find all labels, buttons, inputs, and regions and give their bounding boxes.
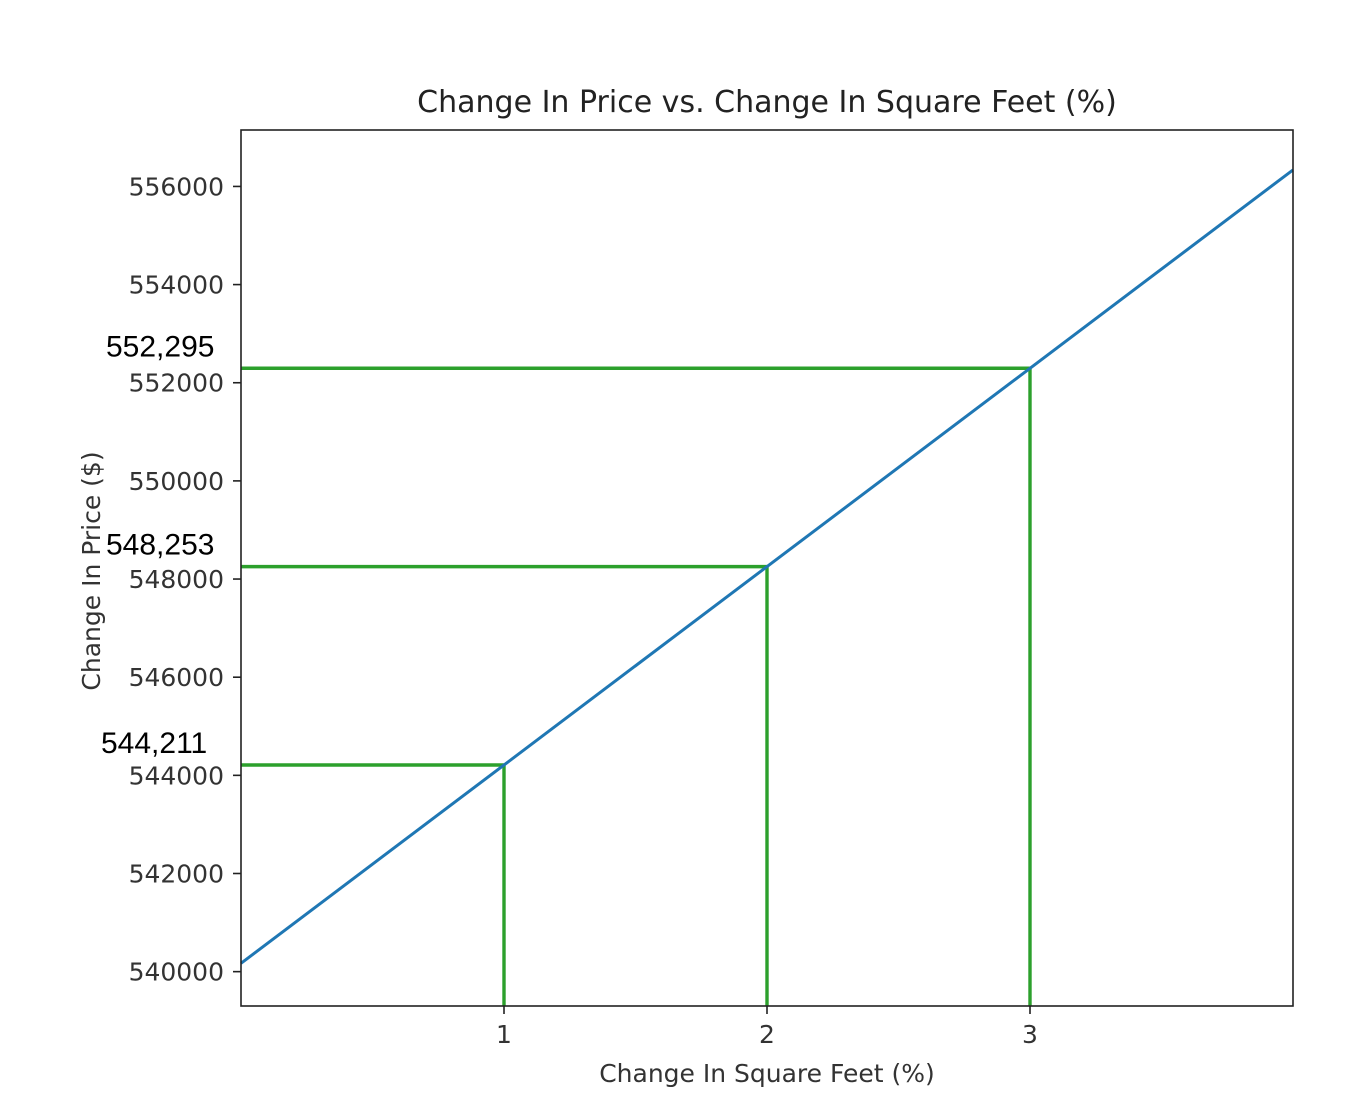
y-tick-label: 556000	[129, 172, 224, 201]
y-tick-label: 554000	[129, 271, 224, 300]
x-tick-label: 1	[496, 1020, 512, 1049]
y-tick-label: 542000	[129, 859, 224, 888]
y-tick-label: 544000	[129, 761, 224, 790]
value-annotation: 548,253	[106, 529, 214, 562]
y-tick-label: 540000	[129, 958, 224, 987]
plot-area	[240, 168, 1294, 1006]
x-axis-label: Change In Square Feet (%)	[599, 1059, 935, 1088]
x-tick-label: 3	[1022, 1020, 1038, 1049]
value-annotation: 552,295	[106, 330, 214, 363]
annotations: 552,295 548,253 544,211	[101, 330, 214, 760]
y-tick-label: 552000	[129, 369, 224, 398]
chart-title: Change In Price vs. Change In Square Fee…	[417, 85, 1117, 120]
y-tick-label: 550000	[129, 467, 224, 496]
y-axis-label: Change In Price ($)	[77, 451, 106, 690]
x-tick-label: 2	[759, 1020, 775, 1049]
y-tick-label: 548000	[129, 565, 224, 594]
series-line	[240, 168, 1294, 965]
value-annotation: 544,211	[101, 727, 207, 760]
y-tick-label: 546000	[129, 663, 224, 692]
axis-ticks: 1 2 3 540000 542000 544000 546000 548000 550000 5…	[129, 172, 1038, 1049]
